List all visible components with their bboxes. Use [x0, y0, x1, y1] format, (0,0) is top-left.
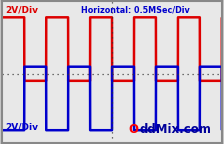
Text: 2V/Div: 2V/Div: [6, 122, 39, 131]
Text: ddMix.com: ddMix.com: [139, 123, 211, 136]
Text: Horizontal: 0.5MSec/Div: Horizontal: 0.5MSec/Div: [81, 6, 190, 15]
Text: 2V/Div: 2V/Div: [6, 6, 39, 15]
Text: O: O: [129, 123, 138, 136]
